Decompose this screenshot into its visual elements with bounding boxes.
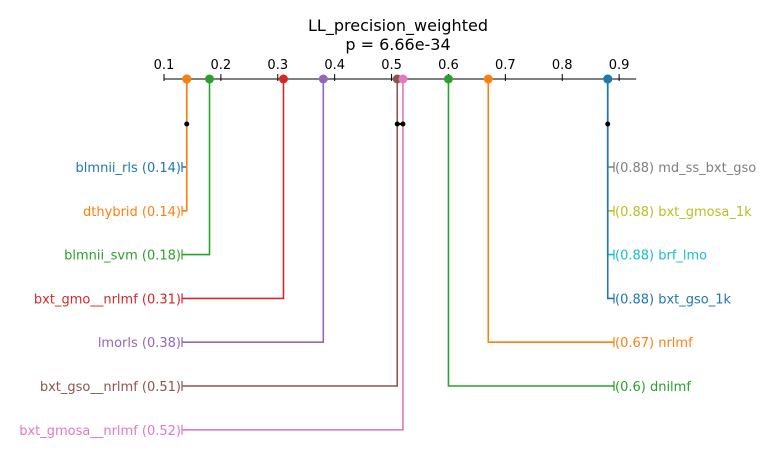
- method-label-dnilmf: (0.6) dnilmf: [615, 380, 691, 395]
- connector-line-lmorls: [182, 79, 325, 344]
- connector-line-bxt_gmo__nrlmf: [182, 79, 285, 300]
- method-label-blmnii_rls: blmnii_rls (0.14): [76, 161, 181, 176]
- axis-tick-label: 0.4: [324, 58, 345, 73]
- axis-tick-label: 0.8: [552, 58, 573, 73]
- method-label-dthybrid: dthybrid (0.14): [83, 205, 181, 220]
- rank-marker-blmnii_svm: [205, 74, 215, 84]
- method-connector-lines: [181, 79, 615, 435]
- rank-marker-bxt_gmosa__nrlmf: [398, 74, 408, 84]
- axis-tick-label: 0.7: [495, 58, 516, 73]
- axis-tick-label: 0.5: [381, 58, 402, 73]
- connector-line-blmnii_svm: [182, 79, 211, 256]
- method-label-bxt_gso_1k: (0.88) bxt_gso_1k: [615, 292, 732, 307]
- method-label-bxt_gmo__nrlmf: bxt_gmo__nrlmf (0.31): [34, 292, 181, 307]
- chart-subtitle: p = 6.66e-34: [345, 35, 450, 54]
- rank-axis: 0.1 0.2 0.3 0.4 0.5 0.6 0.7 0.8 0.9: [154, 58, 637, 81]
- connector-line-nrlmf: [487, 79, 614, 344]
- rank-marker-nrlmf: [483, 74, 493, 84]
- clique-dot-end-1: [400, 121, 406, 127]
- connector-line-bxt_gmosa_1k: [606, 79, 614, 212]
- connector-line-bxt_gso__nrlmf: [182, 79, 399, 387]
- axis-tick-label: 0.9: [609, 58, 630, 73]
- connector-line-dnilmf: [447, 79, 614, 387]
- clique-dot-start-1: [394, 121, 400, 127]
- rank-marker-bxt_gso_1k: [603, 74, 613, 84]
- method-label-md_ss_bxt_gso: (0.88) md_ss_bxt_gso: [615, 161, 756, 176]
- axis-tick-label: 0.6: [438, 58, 459, 73]
- rank-marker-lmorls: [318, 74, 328, 84]
- connector-line-dthybrid: [182, 79, 188, 212]
- clique-markers: [184, 121, 611, 127]
- method-markers: [182, 74, 613, 84]
- axis-tick-label: 0.2: [211, 58, 232, 73]
- axis-tick-label: 0.3: [267, 58, 288, 73]
- clique-dot-start-2: [605, 121, 611, 127]
- connector-line-bxt_gso_1k: [606, 79, 614, 300]
- method-label-bxt_gmosa__nrlmf: bxt_gmosa__nrlmf (0.52): [19, 424, 181, 439]
- connector-line-bxt_gmosa__nrlmf: [182, 79, 404, 431]
- method-label-nrlmf: (0.67) nrlmf: [615, 336, 693, 351]
- method-label-bxt_gmosa_1k: (0.88) bxt_gmosa_1k: [615, 205, 752, 220]
- rank-marker-dnilmf: [443, 74, 453, 84]
- chart-title: LL_precision_weighted: [308, 16, 488, 36]
- axis-tick-label: 0.1: [154, 58, 175, 73]
- method-labels: blmnii_rls (0.14) dthybrid (0.14) blmnii_s…: [19, 161, 756, 439]
- method-label-brf_lmo: (0.88) brf_lmo: [615, 249, 707, 264]
- method-label-blmnii_svm: blmnii_svm (0.18): [64, 249, 181, 264]
- method-label-lmorls: lmorls (0.38): [98, 336, 181, 351]
- rank-marker-bxt_gmo__nrlmf: [278, 74, 288, 84]
- rank-marker-dthybrid: [182, 74, 192, 84]
- method-label-bxt_gso__nrlmf: bxt_gso__nrlmf (0.51): [40, 380, 181, 395]
- clique-dot-start-0: [184, 121, 190, 127]
